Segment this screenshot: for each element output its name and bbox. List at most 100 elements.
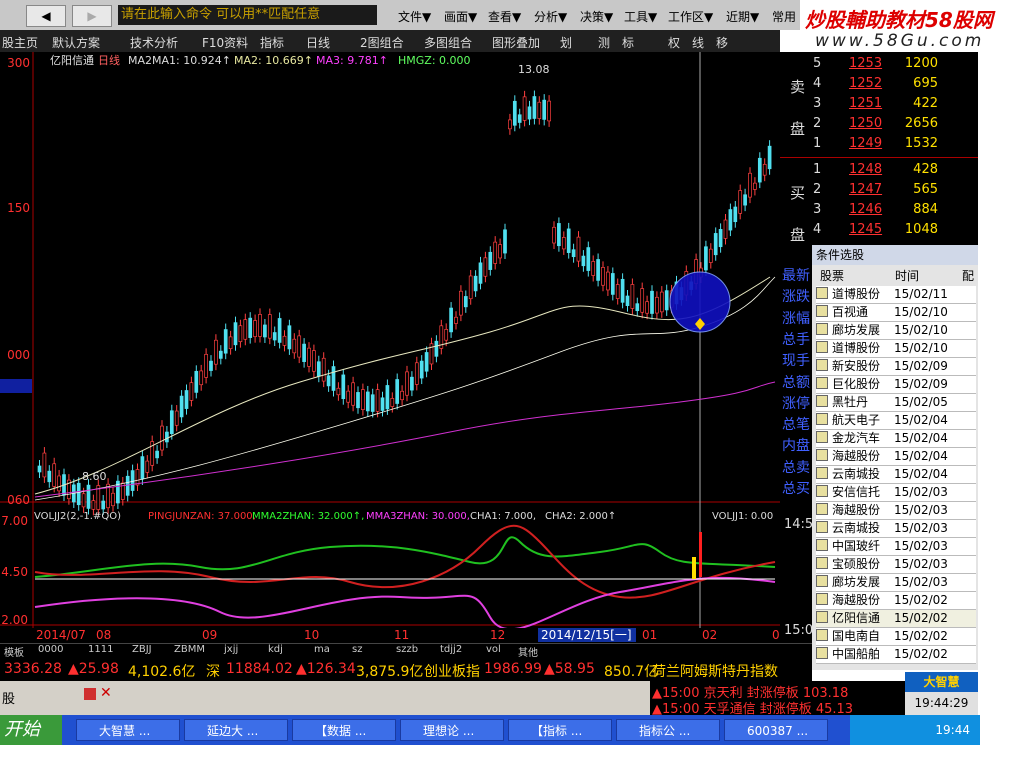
toolbar-item[interactable]: 指标 [260, 36, 285, 50]
screener-row[interactable]: 黑牡丹 15/02/05 [816, 394, 976, 412]
candle-body [214, 339, 218, 365]
taskbar-item[interactable]: 【指标 ... [508, 719, 612, 741]
taskbar-item[interactable]: 【数据 ... [292, 719, 396, 741]
tab[interactable]: kdj [268, 644, 283, 655]
menu-item[interactable]: 画面▼ [444, 10, 478, 24]
screener-row[interactable]: 海越股份 15/02/02 [816, 592, 976, 610]
row-date: 15/02/03 [894, 521, 948, 535]
toolbar-item[interactable]: 测 [598, 36, 611, 50]
close-icon[interactable]: ✕ [100, 685, 112, 701]
screener-row[interactable]: 百视通 15/02/10 [816, 304, 976, 322]
toolbar-item[interactable]: 股主页 [2, 36, 39, 50]
tab[interactable]: tdjj2 [440, 644, 463, 655]
screener-row[interactable]: 道博股份 15/02/10 [816, 340, 976, 358]
toolbar-item[interactable]: 多图组合 [424, 36, 473, 50]
menu-item[interactable]: 工作区▼ [668, 10, 714, 24]
menu-item[interactable]: 近期▼ [726, 10, 760, 24]
tab[interactable]: 其他 [518, 648, 538, 659]
order-label: 卖 [790, 78, 806, 96]
row-icon [816, 359, 828, 371]
column-header[interactable]: 配 [962, 269, 975, 283]
toolbar-item[interactable]: 标 [622, 36, 635, 50]
taskbar-item[interactable]: 600387 ... [724, 719, 828, 741]
news-item[interactable]: ▲15:00 天孚通信 封涨停板 45.13 [652, 702, 854, 717]
tab[interactable]: szzb [396, 644, 419, 655]
tab[interactable]: jxjj [224, 644, 239, 655]
toolbar-item[interactable]: 划 [560, 36, 573, 50]
toolbar-item[interactable]: 线 [692, 36, 705, 50]
screener-row[interactable]: 宝硕股份 15/02/03 [816, 556, 976, 574]
order-price: 1248 [849, 162, 883, 177]
candle-body [635, 303, 640, 312]
screener-row[interactable]: 云南城投 15/02/04 [816, 466, 976, 484]
tab[interactable]: sz [352, 644, 363, 655]
toolbar-item[interactable]: 2图组合 [360, 36, 404, 50]
command-input[interactable]: 请在此输入命令 可以用**匹配任意 [118, 5, 377, 25]
marker [692, 557, 696, 579]
candle-body [258, 314, 262, 337]
tab[interactable]: 0000 [38, 644, 64, 655]
column-header[interactable]: 时间 [895, 269, 920, 283]
row-name: 航天电子 [832, 413, 881, 427]
screener-row[interactable]: 新安股份 15/02/09 [816, 358, 976, 376]
candle-body [586, 247, 591, 271]
toolbar-item[interactable]: 日线 [306, 36, 331, 50]
tab[interactable]: 1111 [88, 644, 114, 655]
menu-item[interactable]: 查看▼ [488, 10, 522, 24]
screener-row[interactable]: 中国玻纤 15/02/03 [816, 538, 976, 556]
row-icon [816, 377, 828, 389]
forward-button[interactable]: ▶ [72, 5, 112, 27]
row-date: 15/02/04 [894, 413, 948, 427]
row-icon [816, 557, 828, 569]
screener-row[interactable]: 廊坊发展 15/02/03 [816, 574, 976, 592]
screener-row[interactable]: 亿阳信通 15/02/02 [816, 610, 976, 628]
taskbar-item[interactable]: 指标公 ... [616, 719, 720, 741]
taskbar-item[interactable]: 延边大 ... [184, 719, 288, 741]
screener-row[interactable]: 云南城投 15/02/03 [816, 520, 976, 538]
tab[interactable]: ma [314, 644, 330, 655]
back-button[interactable]: ◀ [26, 5, 66, 27]
news-item[interactable]: ▲15:00 京天利 封涨停板 103.18 [652, 686, 849, 701]
screener-row[interactable]: 海越股份 15/02/03 [816, 502, 976, 520]
tab[interactable]: vol [486, 644, 501, 655]
start-button[interactable]: 开始 [0, 715, 62, 745]
taskbar-item[interactable]: 理想论 ... [400, 719, 504, 741]
row-icon [816, 287, 828, 299]
date-label: 02 [702, 628, 717, 642]
toolbar-item[interactable]: 技术分析 [130, 36, 179, 50]
toolbar-item[interactable]: F10资料 [202, 36, 249, 50]
candle-body [365, 391, 370, 412]
row-name: 海越股份 [832, 449, 881, 463]
screener-row[interactable]: 海越股份 15/02/04 [816, 448, 976, 466]
candle-body [591, 261, 596, 276]
menu-item[interactable]: 决策▼ [580, 10, 614, 24]
candle-body [125, 475, 130, 496]
toolbar-item[interactable]: 图形叠加 [492, 36, 541, 50]
icon[interactable] [84, 688, 96, 700]
screener-row[interactable]: 航天电子 15/02/04 [816, 412, 976, 430]
candle-body [223, 329, 228, 354]
taskbar-item[interactable]: 大智慧 ... [76, 719, 180, 741]
screener-row[interactable]: 巨化股份 15/02/09 [816, 376, 976, 394]
screener-row[interactable]: 安信信托 15/02/03 [816, 484, 976, 502]
menu-item[interactable]: 工具▼ [624, 10, 658, 24]
menu-item[interactable]: 常用 [772, 10, 797, 24]
row-date: 15/02/04 [894, 449, 948, 463]
tab[interactable]: ZBJJ [132, 644, 152, 655]
row-name: 中国船舶 [832, 647, 881, 661]
menu-item[interactable]: 文件▼ [398, 10, 432, 24]
candle-body [542, 99, 547, 120]
tab[interactable]: 模板 [4, 648, 24, 659]
chart-header: MA3: 9.781↑ [316, 54, 388, 67]
screener-row[interactable]: 中国船舶 15/02/02 [816, 646, 976, 664]
screener-row[interactable]: 金龙汽车 15/02/04 [816, 430, 976, 448]
screener-row[interactable]: 廊坊发展 15/02/10 [816, 322, 976, 340]
screener-row[interactable]: 道博股份 15/02/11 [816, 286, 976, 304]
column-header[interactable]: 股票 [820, 269, 845, 283]
menu-item[interactable]: 分析▼ [534, 10, 568, 24]
toolbar-item[interactable]: 移 [716, 36, 729, 50]
tab[interactable]: ZBMM [174, 644, 205, 655]
toolbar-item[interactable]: 权 [668, 36, 681, 50]
toolbar-item[interactable]: 默认方案 [52, 36, 101, 50]
screener-row[interactable]: 国电南自 15/02/02 [816, 628, 976, 646]
